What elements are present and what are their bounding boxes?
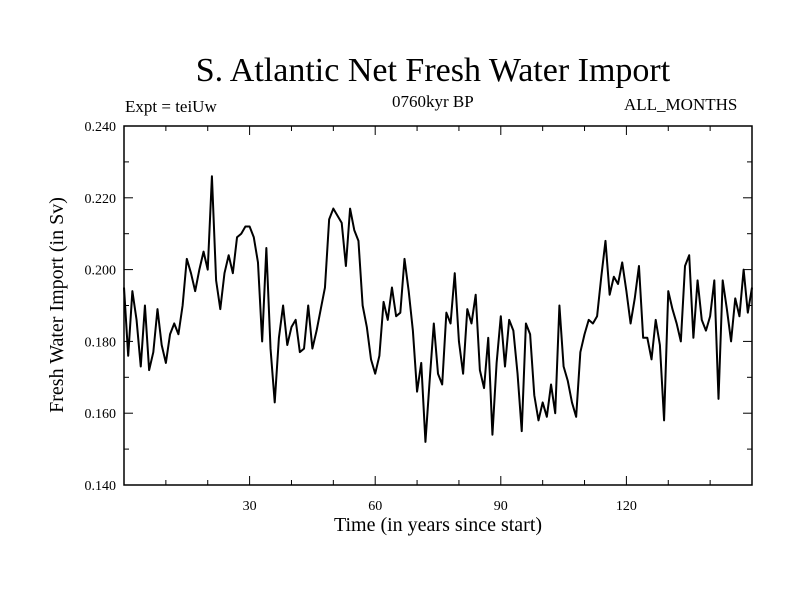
x-tick-label: 90 xyxy=(494,499,508,514)
y-tick-label: 0.180 xyxy=(85,335,117,350)
x-tick-label: 120 xyxy=(616,499,637,514)
x-tick-label: 30 xyxy=(243,499,257,514)
y-tick-label: 0.240 xyxy=(85,120,117,135)
y-tick-label: 0.220 xyxy=(85,192,117,207)
x-axis-label: Time (in years since start) xyxy=(334,514,542,536)
x-tick-label: 60 xyxy=(368,499,382,514)
series-line xyxy=(123,175,753,443)
y-axis-label: Fresh Water Import (in Sv) xyxy=(46,197,68,413)
y-tick-label: 0.200 xyxy=(85,264,117,279)
y-tick-label: 0.140 xyxy=(85,479,117,494)
months-label: ALL_MONTHS xyxy=(624,95,738,114)
y-tick-label: 0.160 xyxy=(85,407,117,422)
tick-labels-layer: 30 60 90 120 0.140 0.160 0.180 0.200 0.220 0.240 xyxy=(85,120,637,514)
ticks-layer xyxy=(124,126,752,485)
chart-title: S. Atlantic Net Fresh Water Import xyxy=(195,52,671,89)
plot-frame xyxy=(123,125,753,486)
experiment-label: Expt = teiUw xyxy=(125,97,217,116)
chart-subtitle: 0760kyr BP xyxy=(392,92,474,111)
